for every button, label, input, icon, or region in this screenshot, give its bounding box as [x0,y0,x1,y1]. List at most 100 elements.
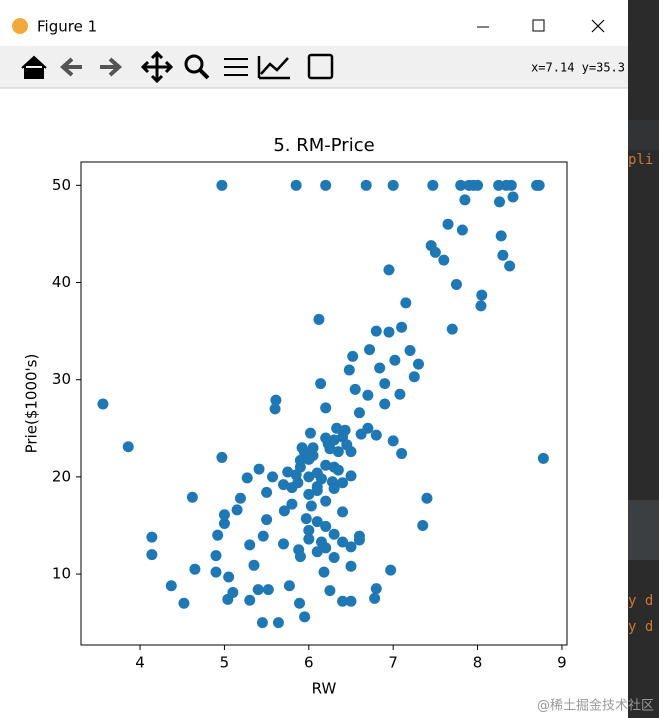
point [244,594,256,606]
point [300,513,312,525]
y-axis-label: Prie($1000's) [23,354,41,454]
point [303,524,315,536]
point [261,514,273,526]
point [244,539,256,551]
point [269,403,281,415]
home-button[interactable] [21,55,47,79]
point [186,491,198,503]
point [146,549,158,561]
point [146,531,158,543]
point [227,587,239,599]
point [320,520,332,532]
point [370,429,382,441]
point [374,362,386,374]
point [413,358,424,370]
y-tick-label: 30 [52,370,71,388]
point [320,542,332,554]
point [218,509,230,521]
x-tick-label: 4 [135,654,145,672]
point [369,592,381,604]
close-button[interactable] [591,19,605,33]
point [278,479,289,491]
point [282,466,294,478]
point [165,580,177,592]
point [241,472,253,484]
point [278,538,289,550]
point [387,435,399,447]
point [347,350,359,362]
point [370,325,382,337]
window-title: Figure 1 [37,18,97,36]
axes-frame [80,161,568,646]
point [286,498,298,510]
point [305,427,316,439]
point [318,566,330,578]
point [537,452,549,464]
app-icon [12,18,28,34]
editor-line [628,120,659,150]
point [210,566,222,578]
point [328,528,340,540]
zoom-button[interactable] [184,54,204,74]
point [475,300,487,312]
point [252,584,264,596]
save-button[interactable] [307,53,334,80]
point [417,519,429,531]
point [303,533,315,545]
point [337,595,349,607]
point [345,595,357,607]
point [379,398,391,410]
point [495,230,507,242]
point [97,398,109,410]
point [189,563,201,575]
point [408,371,420,383]
watermark: @稀土掘金技术社区 [537,698,654,714]
point [303,488,315,500]
point [218,518,230,530]
point [332,464,344,476]
point [253,463,265,475]
point [223,571,235,583]
point [328,483,340,495]
forward-button[interactable] [100,57,123,77]
point [442,218,454,230]
point [389,354,401,366]
point [476,289,488,301]
point [337,536,349,548]
x-tick-label: 5 [220,654,230,672]
point [324,443,336,455]
point [286,482,298,494]
point [294,597,306,609]
point [421,492,433,504]
pan-button[interactable] [140,50,174,84]
editor-text: y d [628,619,653,635]
chart-title: 5. RM-Price [273,135,374,156]
point [427,179,439,191]
point [505,179,517,191]
point [231,504,243,516]
point [320,495,332,507]
edit-button[interactable] [257,56,290,80]
maximize-button[interactable] [532,19,545,32]
point [216,451,228,463]
point [396,448,408,460]
point [311,481,323,493]
point [328,552,340,564]
point [337,477,349,489]
configure-button[interactable] [224,58,248,76]
y-tick-label: 40 [52,273,71,291]
point [450,278,462,290]
point [332,446,344,458]
point [472,179,484,191]
y-tick-label: 20 [52,467,71,485]
point [278,505,290,517]
point [345,560,357,572]
back-button[interactable] [59,57,82,77]
point [504,260,516,272]
point [362,389,374,401]
point [283,580,295,592]
point [290,179,302,191]
point [290,469,302,481]
